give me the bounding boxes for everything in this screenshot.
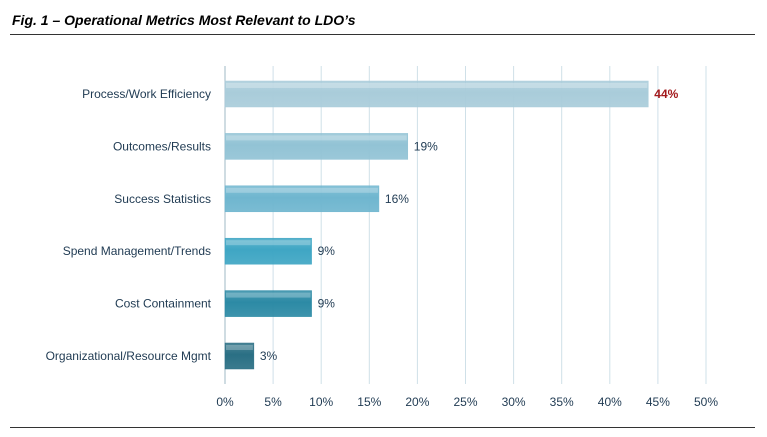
x-tick-label: 45% — [646, 395, 670, 409]
bar — [224, 133, 409, 160]
figure-title: Fig. 1 – Operational Metrics Most Releva… — [12, 12, 356, 28]
x-tick-label: 25% — [453, 395, 477, 409]
bar-highlight — [226, 292, 311, 298]
bar-highlight — [226, 240, 311, 246]
x-tick-label: 5% — [264, 395, 282, 409]
bar — [224, 237, 312, 265]
bar — [224, 342, 255, 370]
bar — [224, 290, 312, 317]
bar-highlight — [226, 83, 648, 88]
value-label: 9% — [318, 297, 336, 311]
bar-highlight — [226, 345, 253, 350]
value-label: 9% — [318, 244, 336, 258]
x-tick-label: 50% — [694, 395, 718, 409]
category-labels: Process/Work Efficiency Outcomes/Results S… — [46, 87, 212, 363]
bar-highlight — [226, 135, 407, 141]
value-label: 16% — [385, 192, 409, 206]
category-label: Success Statistics — [114, 192, 211, 206]
bar — [224, 185, 380, 213]
x-tick-label: 20% — [405, 395, 429, 409]
bar — [224, 80, 649, 108]
value-labels: 44% 19% 16% 9% 9% 3% — [260, 87, 679, 363]
bars — [224, 80, 649, 370]
x-tick-label: 15% — [357, 395, 381, 409]
top-rule — [10, 34, 755, 35]
category-label: Process/Work Efficiency — [82, 87, 211, 101]
x-tick-labels: 0% 5% 10% 15% 20% 25% 30% 35% 40% 45% 50% — [216, 395, 718, 409]
x-tick-label: 30% — [502, 395, 526, 409]
value-label: 44% — [654, 87, 678, 101]
bottom-rule — [10, 427, 755, 428]
category-label: Spend Management/Trends — [63, 244, 211, 258]
value-label: 19% — [414, 139, 438, 153]
category-label: Cost Containment — [115, 297, 212, 311]
x-tick-label: 0% — [216, 395, 234, 409]
x-tick-label: 10% — [309, 395, 333, 409]
value-label: 3% — [260, 349, 278, 363]
category-label: Outcomes/Results — [113, 139, 211, 153]
x-tick-label: 40% — [598, 395, 622, 409]
bar-highlight — [226, 187, 378, 193]
x-tick-label: 35% — [550, 395, 574, 409]
gridlines — [224, 66, 707, 384]
category-label: Organizational/Resource Mgmt — [46, 349, 212, 363]
